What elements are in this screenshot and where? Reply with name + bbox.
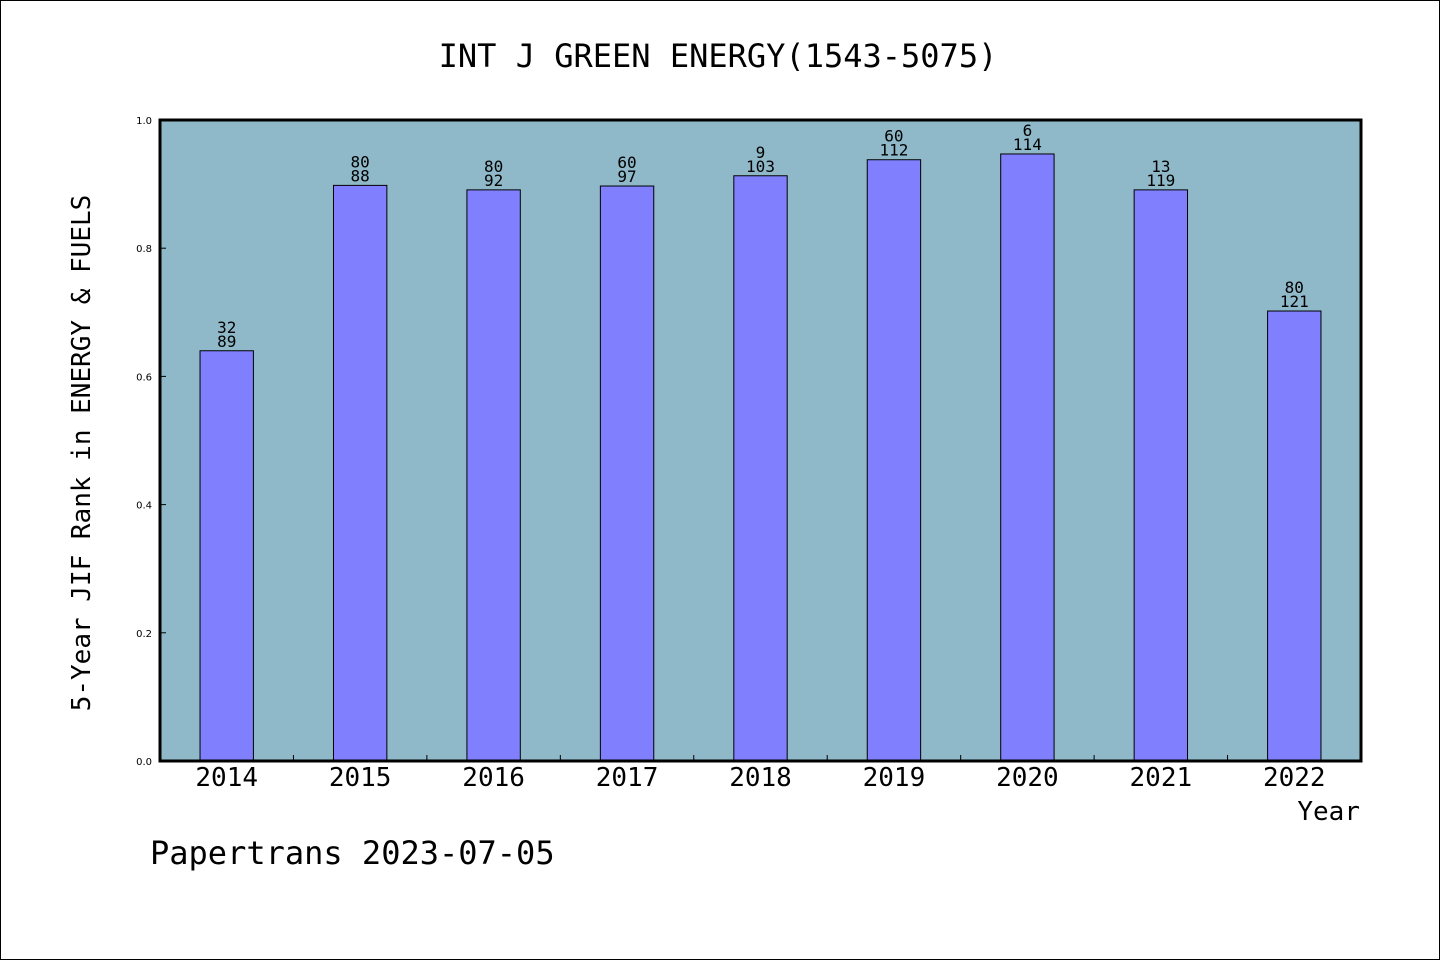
bar-2022	[1267, 310, 1322, 762]
chart-title: INT J GREEN ENERGY(1543-5075)	[439, 37, 998, 75]
bar-rank-label-2022: 80	[1285, 278, 1304, 297]
y-tick-label-0.2: 0.2	[136, 629, 152, 640]
bar-2017	[599, 185, 655, 762]
bar-2014	[199, 350, 254, 762]
bar-total-label-2018: 103	[746, 157, 775, 176]
y-axis-label: 5-Year JIF Rank in ENERGY & FUELS	[67, 195, 97, 712]
y-tick-label-0.0: 0.0	[136, 757, 152, 768]
x-axis-ticks: 2014 2015 2016 2017 2018 2019 2020 2021 2022	[195, 755, 1326, 793]
x-tick-label-2015: 2015	[329, 763, 392, 793]
x-tick-label-2017: 2017	[596, 763, 659, 793]
bar-rank-label-2017: 60	[617, 153, 636, 172]
bars-layer	[199, 153, 1322, 762]
y-tick-label-0.4: 0.4	[136, 501, 152, 512]
x-tick-label-2014: 2014	[195, 763, 258, 793]
y-tick-label-0.8: 0.8	[136, 244, 152, 255]
bar-total-label-2021: 119	[1146, 171, 1175, 190]
bar-rank-label-2019: 60	[884, 127, 903, 146]
bar-total-label-2014: 89	[217, 332, 236, 351]
plot-border	[158, 118, 1363, 763]
bar-total-label-2022: 121	[1280, 292, 1309, 311]
x-tick-label-2018: 2018	[729, 763, 792, 793]
x-tick-label-2020: 2020	[996, 763, 1059, 793]
bar-rank-label-2015: 80	[351, 152, 370, 171]
bar-rank-label-2018: 9	[756, 143, 766, 162]
bar-total-label-2016: 92	[484, 171, 503, 190]
bar-rank-label-2016: 80	[484, 157, 503, 176]
bar-rank-label-2021: 13	[1151, 157, 1170, 176]
bar-2015	[332, 184, 388, 762]
y-tick-label-0.6: 0.6	[136, 372, 152, 383]
bar-total-label-2020: 114	[1013, 135, 1042, 154]
bar-2019	[866, 159, 922, 762]
x-tick-label-2022: 2022	[1263, 763, 1326, 793]
bar-2021	[1133, 189, 1189, 762]
bar-rank-label-2014: 32	[217, 318, 236, 337]
bar-2016	[466, 189, 521, 762]
y-tick-label-1.0: 1.0	[136, 116, 152, 127]
bar-total-label-2017: 97	[617, 167, 636, 186]
bar-rank-label-2020: 6	[1023, 121, 1033, 140]
x-tick-label-2019: 2019	[863, 763, 926, 793]
x-tick-label-2016: 2016	[462, 763, 525, 793]
bar-total-label-2019: 112	[879, 141, 908, 160]
x-tick-label-2021: 2021	[1130, 763, 1193, 793]
bar-total-label-2015: 88	[351, 166, 370, 185]
footer-credit: Papertrans 2023-07-05	[150, 834, 555, 872]
bar-2020	[1000, 153, 1055, 762]
x-axis-label: Year	[1297, 797, 1360, 827]
bar-2018	[733, 175, 788, 762]
